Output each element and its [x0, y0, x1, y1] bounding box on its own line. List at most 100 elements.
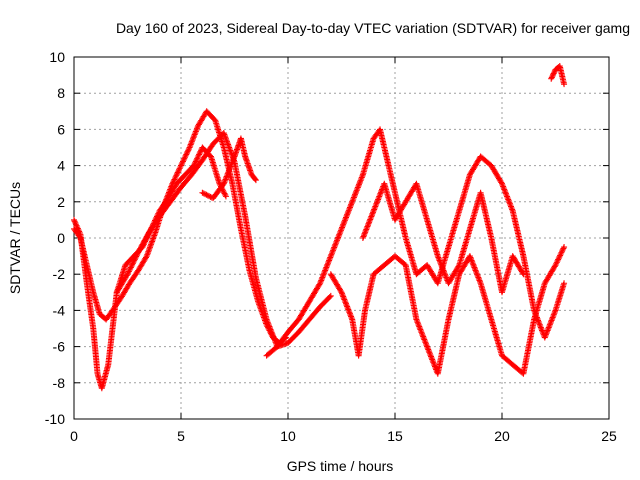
data-point: [133, 252, 140, 259]
series-trace-a: [71, 108, 289, 346]
data-point: [549, 315, 556, 322]
data-point: [225, 167, 232, 174]
data-point: [317, 278, 324, 285]
data-point: [191, 161, 198, 168]
y-tick-label: 0: [57, 230, 65, 246]
data-point: [473, 270, 480, 277]
data-point: [429, 356, 436, 363]
data-point: [372, 202, 379, 209]
data-point: [509, 206, 516, 213]
data-point: [333, 237, 340, 244]
data-point: [506, 199, 513, 206]
y-tick-label: 4: [57, 158, 65, 174]
data-point: [333, 238, 340, 245]
data-point: [561, 280, 568, 287]
data-point: [355, 181, 362, 188]
data-point: [321, 268, 328, 275]
data-point: [172, 173, 179, 180]
data-point: [131, 256, 138, 263]
data-point: [326, 294, 333, 301]
data-point: [550, 70, 557, 77]
data-point: [178, 162, 184, 169]
data-point: [220, 180, 227, 187]
data-point: [185, 147, 192, 154]
data-point: [556, 253, 563, 260]
data-point: [546, 323, 553, 330]
data-point: [252, 177, 259, 184]
data-point: [223, 174, 230, 181]
data-point: [505, 196, 512, 203]
data-point: [322, 267, 329, 274]
data-point: [203, 191, 210, 198]
data-point: [423, 342, 430, 349]
data-point: [364, 223, 371, 230]
data-point: [142, 236, 149, 243]
data-point: [328, 251, 335, 258]
data-point: [222, 176, 229, 183]
data-point: [363, 226, 370, 233]
data-point: [499, 182, 506, 189]
data-point: [185, 145, 192, 152]
data-point: [376, 193, 383, 200]
data-point: [183, 150, 190, 157]
data-point: [546, 321, 553, 328]
data-point: [437, 260, 444, 267]
data-point: [440, 267, 447, 274]
data-point: [471, 265, 478, 272]
data-point: [350, 195, 357, 202]
data-point: [442, 273, 449, 280]
data-point: [508, 204, 515, 211]
data-point: [339, 292, 346, 299]
data-point: [415, 322, 422, 329]
data-point: [75, 227, 82, 234]
data-point: [330, 245, 337, 252]
data-point: [367, 214, 374, 221]
data-point: [557, 251, 564, 258]
data-point: [123, 272, 130, 279]
data-point: [377, 189, 384, 196]
data-point: [428, 353, 435, 360]
data-point: [503, 192, 510, 199]
data-point: [541, 334, 548, 341]
series-trace-d: [199, 135, 259, 202]
data-point: [440, 268, 447, 275]
data-point: [202, 191, 209, 198]
data-point: [170, 177, 177, 184]
data-point: [419, 330, 426, 337]
data-point: [223, 173, 230, 180]
data-point: [366, 219, 373, 226]
data-point: [438, 261, 445, 268]
data-point: [373, 200, 380, 207]
data-point: [375, 194, 382, 201]
data-point: [221, 190, 228, 197]
data-point: [133, 253, 140, 260]
data-point: [224, 170, 231, 177]
data-point: [545, 325, 552, 332]
data-point: [442, 271, 449, 278]
data-point: [537, 323, 544, 330]
data-point: [350, 194, 357, 201]
data-point: [551, 308, 558, 315]
data-point: [349, 198, 356, 205]
data-point: [325, 258, 332, 265]
data-point: [348, 315, 355, 322]
data-point: [467, 254, 474, 261]
data-point: [508, 203, 515, 210]
data-point: [348, 201, 355, 208]
series-trace-f: [327, 244, 568, 377]
data-point: [326, 257, 333, 264]
data-point: [352, 190, 359, 197]
data-point: [355, 183, 362, 190]
tick-labels: 0 5 10 15 20 25 -10 -8 -6 -4 -2 0 2 4 6 8 10: [45, 49, 617, 444]
data-point: [341, 218, 348, 225]
data-point: [229, 159, 236, 166]
y-tick-label: 2: [57, 194, 65, 210]
data-point: [553, 259, 560, 266]
data-point: [196, 150, 203, 157]
data-point: [474, 271, 481, 278]
series-trace-g: [359, 180, 527, 296]
data-point: [195, 152, 202, 159]
data-point: [230, 154, 237, 161]
data-point: [140, 238, 147, 245]
data-point: [72, 219, 79, 226]
